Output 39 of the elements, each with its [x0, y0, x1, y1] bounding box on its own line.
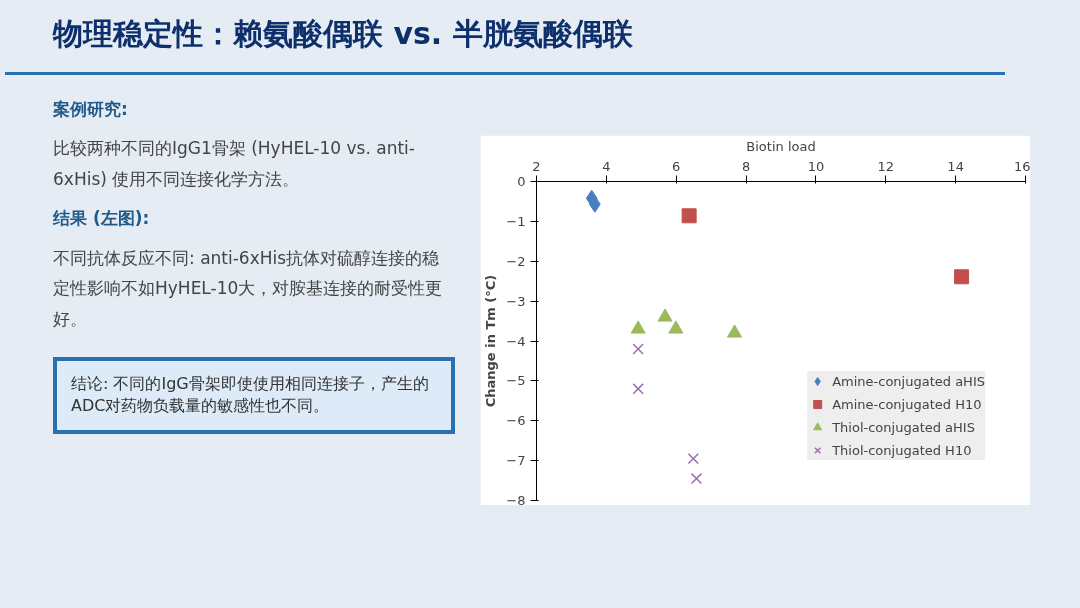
point [690, 472, 703, 485]
text: 结果 (左图): [53, 207, 151, 231]
legend-label: Thiol-conjugated H10 [832, 442, 972, 458]
y-tick-label: −6 [506, 413, 526, 429]
text: 结论: 不同的IgG骨架即使使用相同连接子，产生的ADC对药物负载量的敏感性也不同。 [53, 356, 455, 435]
x-tick-label: 16 [1013, 158, 1031, 174]
y-tick-label: −3 [506, 293, 526, 309]
x-tick-label: 14 [947, 158, 964, 174]
y-tick-label: −1 [506, 213, 526, 229]
x-tick-label: 6 [672, 158, 681, 174]
text: 比较两种不同的IgG1骨架 (HyHEL-10 vs. anti-6xHis) 使用不同连接化学方法。 [53, 137, 416, 191]
legend-label: Amine-conjugated H10 [832, 396, 982, 412]
point [632, 343, 644, 355]
y-tick-label: −2 [506, 253, 526, 269]
point [668, 320, 684, 334]
point [727, 324, 743, 338]
x-tick-label: 4 [602, 158, 611, 174]
point [630, 320, 646, 334]
legend-label: Amine-conjugated aHIS [832, 373, 985, 389]
y-tick-label: −7 [506, 453, 526, 469]
x-tick-label: 12 [877, 158, 895, 174]
point [681, 208, 697, 224]
y-tick-label: −4 [506, 333, 526, 349]
x-tick-label: 2 [532, 158, 541, 174]
chart-title: 物理稳定性：赖氨酸偶联 vs. 半胱氨酸偶联 [53, 15, 633, 53]
point [632, 383, 644, 395]
x-tick-label: 10 [807, 158, 825, 174]
point [954, 269, 970, 285]
y-axis-title: Change in Tm (°C) [483, 274, 499, 408]
point [687, 452, 700, 465]
point [657, 308, 673, 322]
y-tick-label: −5 [506, 373, 526, 389]
text: 案例研究: [53, 98, 129, 121]
legend-label: Thiol-conjugated aHIS [832, 419, 975, 435]
x-tick-label: 8 [741, 158, 751, 174]
x-axis-title: Biotin load [746, 138, 816, 154]
y-tick-label: 0 [517, 174, 526, 189]
text: 不同抗体反应不同: anti-6xHis抗体对硫醇连接的稳定性影响不如HyHEL-10大，对胺基连接的耐受性更好。 [53, 246, 444, 331]
y-tick-label: −8 [506, 493, 526, 508]
